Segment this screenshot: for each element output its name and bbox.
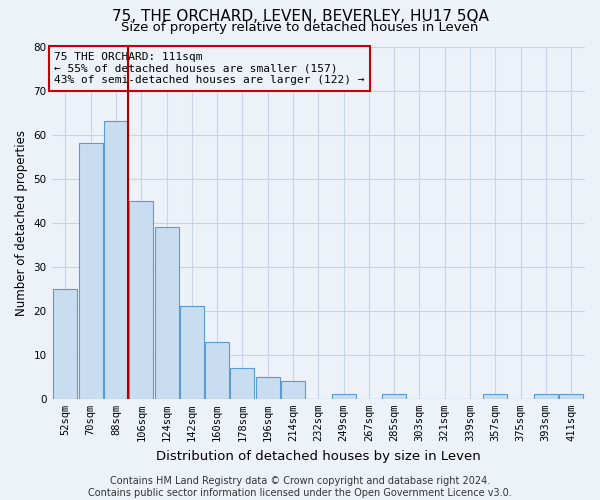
Text: Size of property relative to detached houses in Leven: Size of property relative to detached ho… xyxy=(121,22,479,35)
Bar xyxy=(382,394,406,399)
Bar xyxy=(534,394,558,399)
Y-axis label: Number of detached properties: Number of detached properties xyxy=(15,130,28,316)
Bar xyxy=(180,306,204,399)
Bar xyxy=(281,381,305,399)
Text: 75, THE ORCHARD, LEVEN, BEVERLEY, HU17 5QA: 75, THE ORCHARD, LEVEN, BEVERLEY, HU17 5… xyxy=(112,9,488,24)
Bar xyxy=(79,144,103,399)
X-axis label: Distribution of detached houses by size in Leven: Distribution of detached houses by size … xyxy=(156,450,481,462)
Bar xyxy=(53,288,77,399)
Bar xyxy=(483,394,507,399)
Text: Contains HM Land Registry data © Crown copyright and database right 2024.
Contai: Contains HM Land Registry data © Crown c… xyxy=(88,476,512,498)
Bar xyxy=(230,368,254,399)
Bar xyxy=(205,342,229,399)
Bar xyxy=(129,200,154,399)
Bar xyxy=(104,122,128,399)
Bar xyxy=(256,377,280,399)
Bar xyxy=(155,227,179,399)
Bar xyxy=(332,394,356,399)
Bar xyxy=(559,394,583,399)
Text: 75 THE ORCHARD: 111sqm
← 55% of detached houses are smaller (157)
43% of semi-de: 75 THE ORCHARD: 111sqm ← 55% of detached… xyxy=(54,52,365,85)
